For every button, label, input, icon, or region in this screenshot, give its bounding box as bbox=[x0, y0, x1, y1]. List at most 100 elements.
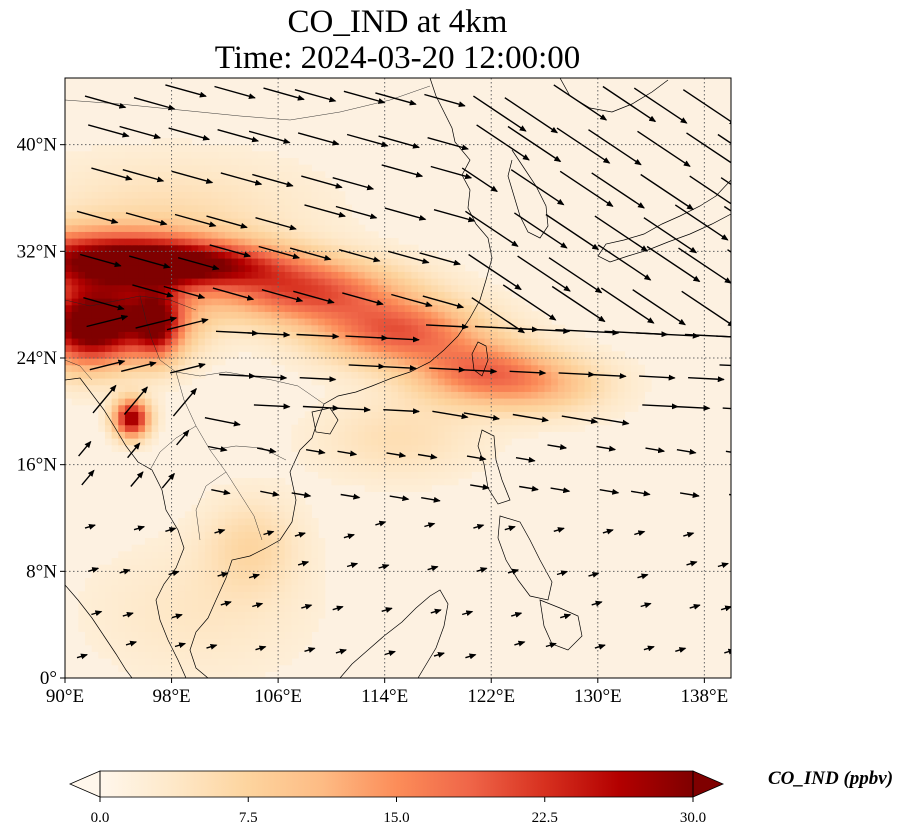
field-cell bbox=[344, 478, 352, 486]
field-cell bbox=[464, 451, 472, 459]
field-cell bbox=[164, 531, 173, 539]
field-cell bbox=[491, 404, 499, 412]
field-cell bbox=[184, 551, 193, 559]
field-cell bbox=[244, 211, 253, 219]
field-cell bbox=[264, 478, 273, 486]
field-cell bbox=[131, 151, 139, 159]
wind-arrow bbox=[340, 493, 361, 500]
field-cell bbox=[218, 238, 226, 246]
field-cell bbox=[264, 564, 273, 572]
field-cell bbox=[238, 484, 246, 492]
field-cell bbox=[131, 218, 139, 226]
field-cell bbox=[158, 138, 166, 146]
field-cell bbox=[131, 258, 139, 266]
field-cell bbox=[71, 198, 79, 206]
field-cell bbox=[571, 331, 579, 339]
field-cell bbox=[164, 251, 173, 259]
field-cell bbox=[78, 204, 86, 212]
field-cell bbox=[371, 264, 379, 272]
field-cell bbox=[204, 184, 213, 192]
field-cell bbox=[198, 571, 206, 579]
field-cell bbox=[457, 471, 466, 479]
field-cell bbox=[511, 358, 519, 366]
field-cell bbox=[138, 358, 146, 366]
field-cell bbox=[138, 331, 146, 339]
lon-tick-label: 114°E bbox=[361, 686, 408, 707]
field-cell bbox=[91, 331, 99, 339]
field-cell bbox=[211, 258, 219, 266]
field-cell bbox=[98, 251, 106, 259]
field-cell bbox=[191, 324, 199, 332]
field-cell bbox=[218, 271, 226, 279]
wind-arrow bbox=[635, 332, 700, 339]
field-cell bbox=[218, 224, 226, 232]
wind-arrow bbox=[168, 570, 180, 577]
field-cell bbox=[151, 378, 159, 386]
field-cell bbox=[171, 151, 179, 159]
field-cell bbox=[271, 504, 279, 512]
field-cell bbox=[111, 584, 119, 592]
field-cell bbox=[484, 438, 492, 446]
field-cell bbox=[104, 298, 113, 306]
field-cell bbox=[318, 611, 326, 619]
field-cell bbox=[278, 584, 286, 592]
field-cell bbox=[131, 264, 139, 272]
wind-arrow bbox=[165, 84, 207, 98]
field-cell bbox=[158, 144, 166, 152]
field-cell bbox=[264, 351, 273, 359]
field-cell bbox=[124, 344, 133, 352]
field-cell bbox=[344, 451, 352, 459]
field-cell bbox=[104, 418, 113, 426]
field-cell bbox=[98, 278, 106, 286]
field-cell bbox=[504, 398, 512, 406]
wind-arrow bbox=[514, 640, 526, 647]
coastline-sumatra bbox=[65, 584, 133, 678]
field-cell bbox=[138, 604, 146, 612]
field-cell bbox=[158, 351, 166, 359]
colorbar-label: CO_IND (ppbv) bbox=[768, 768, 894, 789]
field-cell bbox=[84, 358, 93, 366]
field-cell bbox=[218, 584, 226, 592]
field-cell bbox=[204, 518, 213, 526]
field-cell bbox=[278, 631, 286, 639]
field-cell bbox=[371, 351, 379, 359]
field-cell bbox=[138, 271, 146, 279]
field-cell bbox=[231, 338, 239, 346]
field-cell bbox=[91, 338, 99, 346]
field-cell bbox=[264, 198, 273, 206]
field-cell bbox=[124, 551, 133, 559]
field-cell bbox=[437, 458, 446, 466]
field-cell bbox=[271, 211, 279, 219]
field-cell bbox=[537, 344, 546, 352]
field-cell bbox=[71, 191, 79, 199]
field-cell bbox=[164, 611, 173, 619]
field-cell bbox=[78, 338, 86, 346]
field-cell bbox=[191, 511, 199, 519]
field-cell bbox=[104, 611, 113, 619]
field-cell bbox=[238, 284, 246, 292]
field-cell bbox=[417, 391, 426, 399]
field-cell bbox=[324, 211, 332, 219]
field-cell bbox=[451, 271, 459, 279]
field-cell bbox=[271, 584, 279, 592]
field-cell bbox=[271, 598, 279, 606]
field-cell bbox=[231, 671, 239, 678]
field-cell bbox=[338, 298, 346, 306]
field-cell bbox=[218, 344, 226, 352]
field-cell bbox=[91, 278, 99, 286]
field-cell bbox=[298, 638, 306, 646]
field-cell bbox=[311, 584, 319, 592]
field-cell bbox=[551, 411, 559, 419]
field-cell bbox=[238, 204, 246, 212]
field-cell bbox=[258, 531, 266, 539]
field-cell bbox=[151, 558, 159, 566]
field-cell bbox=[311, 211, 319, 219]
field-cell bbox=[211, 591, 219, 599]
field-cell bbox=[218, 558, 226, 566]
field-cell bbox=[351, 284, 359, 292]
field-cell bbox=[224, 604, 233, 612]
field-cell bbox=[84, 218, 93, 226]
field-cell bbox=[98, 571, 106, 579]
field-cell bbox=[371, 344, 379, 352]
field-cell bbox=[364, 424, 372, 432]
